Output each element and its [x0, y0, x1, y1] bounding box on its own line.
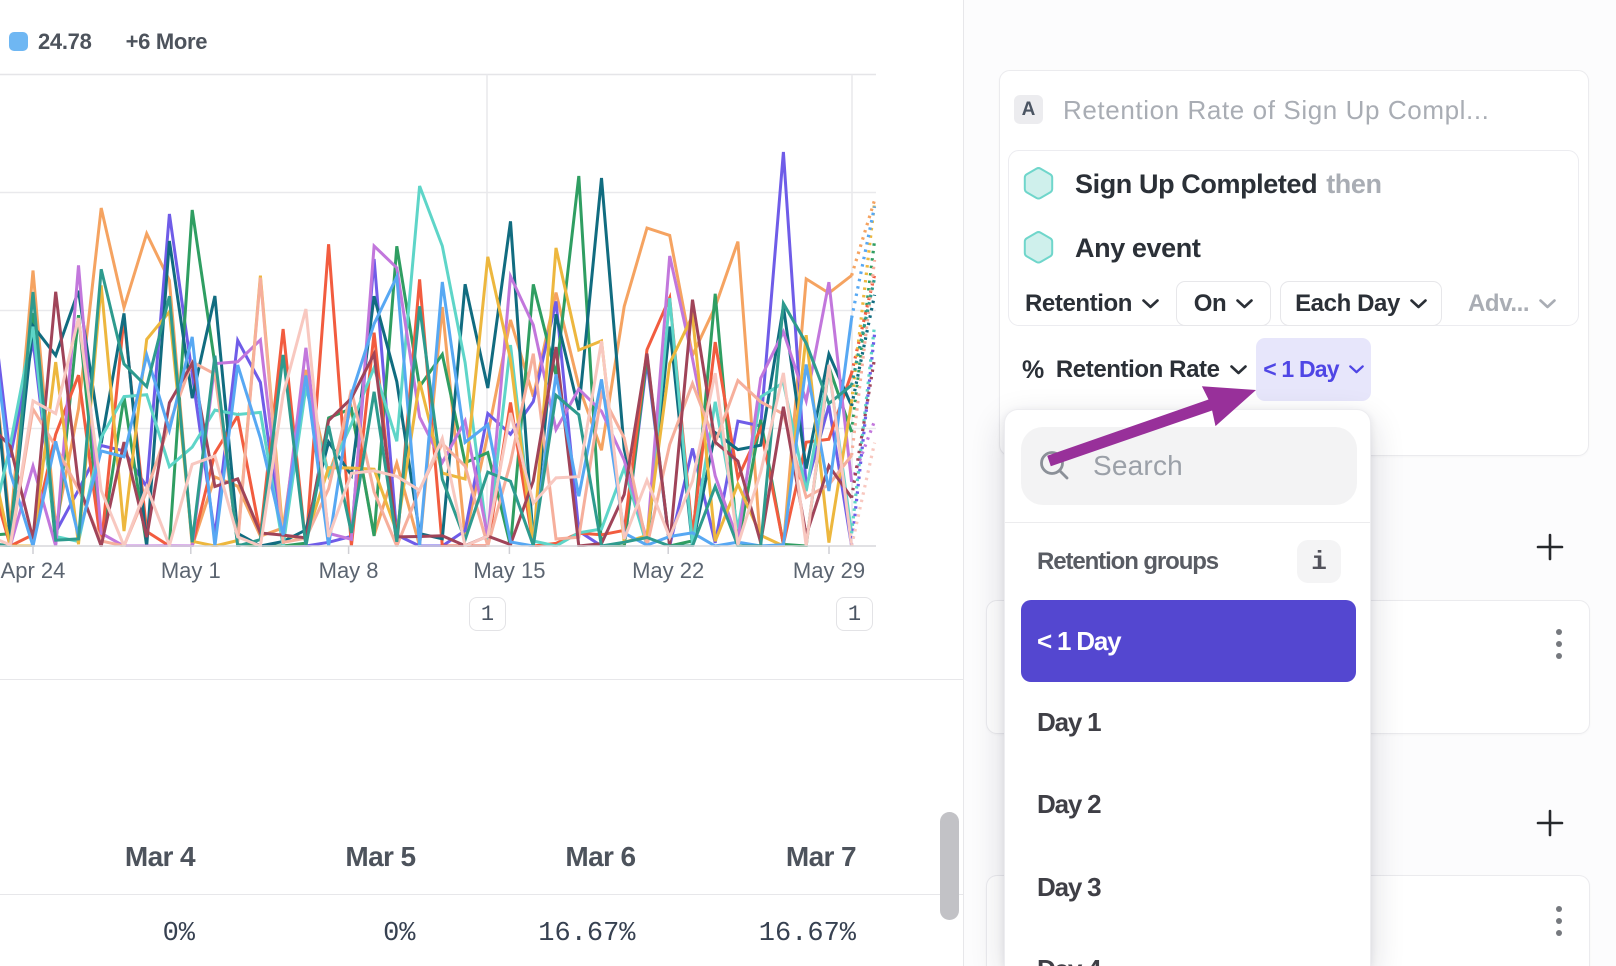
svg-text:May 29: May 29 [793, 558, 865, 583]
svg-text:May 8: May 8 [319, 558, 379, 583]
svg-text:May 15: May 15 [473, 558, 545, 583]
svg-text:Apr 24: Apr 24 [1, 558, 66, 583]
svg-text:May 1: May 1 [161, 558, 221, 583]
svg-text:May 22: May 22 [632, 558, 704, 583]
